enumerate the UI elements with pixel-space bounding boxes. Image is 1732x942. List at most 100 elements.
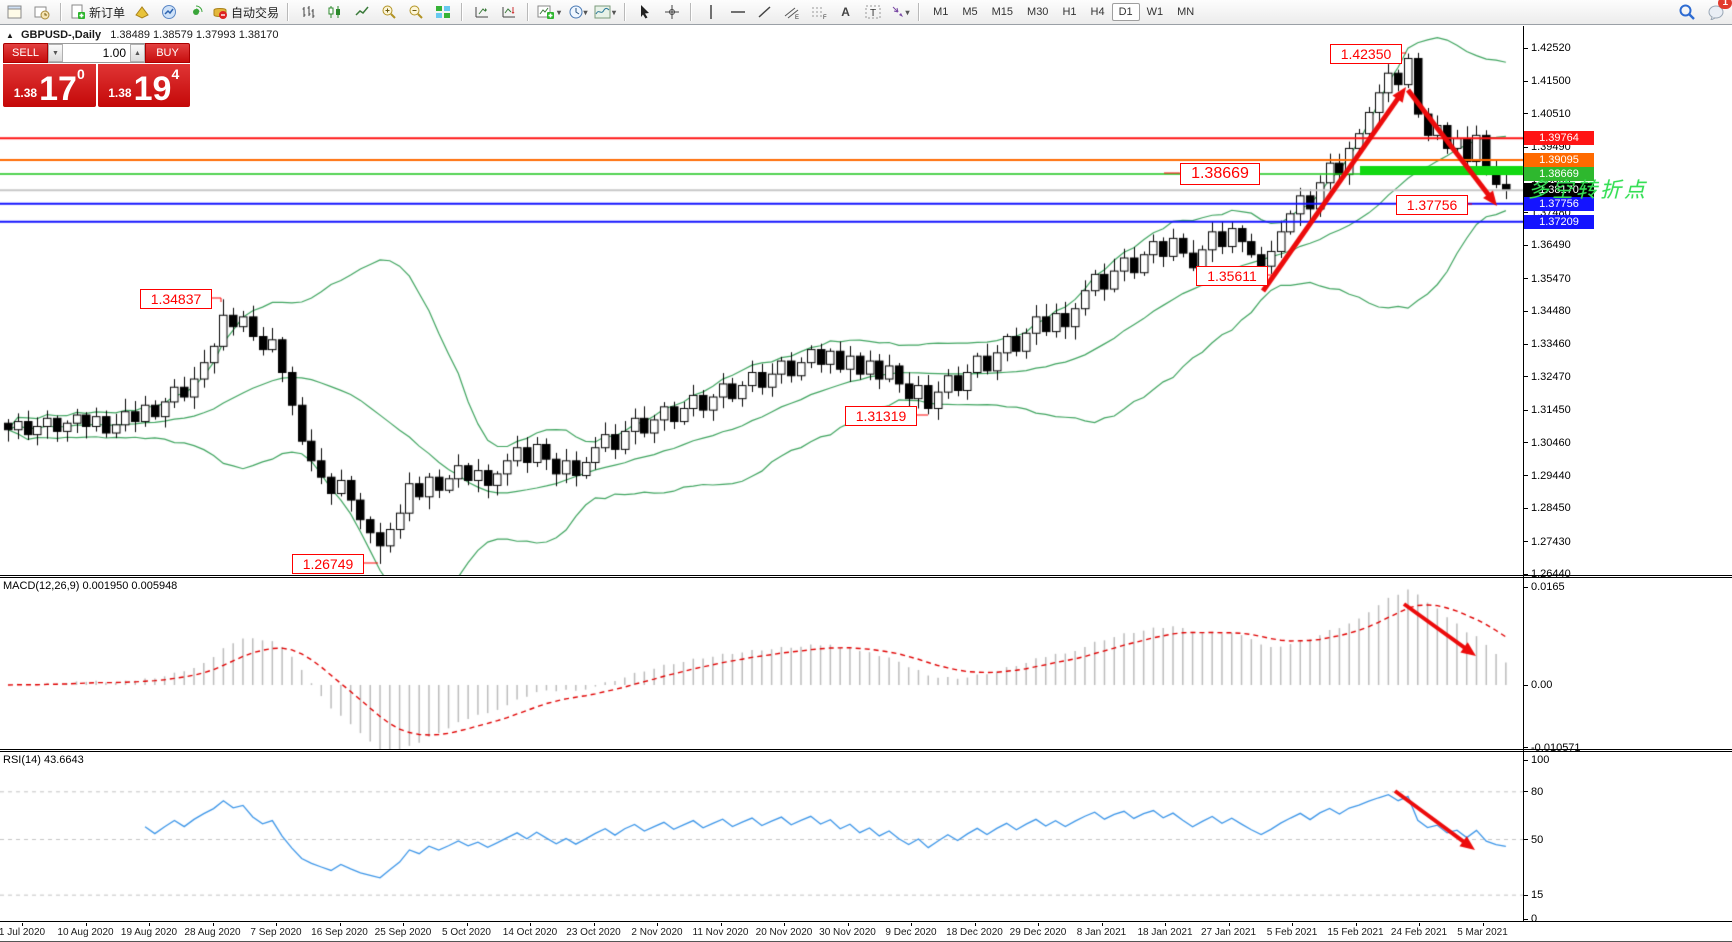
- templates-icon[interactable]: ▾: [592, 2, 618, 23]
- price-badge-1.37209: 1.37209: [1524, 214, 1594, 229]
- main-price-chart[interactable]: [0, 26, 1523, 575]
- trendline-tool-icon[interactable]: [752, 2, 777, 23]
- timeframe-h1[interactable]: H1: [1062, 6, 1077, 18]
- timeframe-h4[interactable]: H4: [1090, 6, 1105, 18]
- panel-separator[interactable]: [0, 749, 1732, 752]
- timeframe-m30[interactable]: M30: [1027, 6, 1049, 18]
- date-label: 18 Jan 2021: [1137, 927, 1193, 938]
- collapse-triangle-icon[interactable]: ▲: [6, 31, 14, 40]
- price-tick: 1.27430: [1524, 536, 1571, 548]
- indicators-gold-icon[interactable]: [129, 2, 154, 23]
- volume-increase-button[interactable]: ▲: [130, 44, 145, 62]
- add-indicator-icon[interactable]: ▾: [535, 2, 563, 23]
- zoom-out-icon[interactable]: [403, 2, 428, 23]
- line-chart-icon[interactable]: [349, 2, 374, 23]
- timeframe-m15[interactable]: M15: [991, 6, 1014, 18]
- date-tick: [1482, 923, 1484, 926]
- price-badge-1.39095: 1.39095: [1524, 153, 1594, 168]
- panel-separator: [0, 921, 1732, 922]
- price-tick: 1.31450: [1524, 404, 1571, 416]
- auto-scroll-icon[interactable]: [496, 2, 521, 23]
- bar-chart-icon[interactable]: [295, 2, 320, 23]
- sell-button[interactable]: SELL: [3, 43, 48, 63]
- text-tool-icon[interactable]: A: [841, 5, 850, 19]
- profiles-icon[interactable]: [29, 2, 54, 23]
- price-callout-1.37756[interactable]: 1.37756: [1396, 195, 1468, 215]
- price-tick: 1.30460: [1524, 437, 1571, 449]
- periods-clock-icon[interactable]: ▾: [565, 2, 590, 23]
- notifications-icon[interactable]: 1: [1703, 0, 1732, 23]
- new-order-button[interactable]: 新订单: [68, 2, 127, 23]
- price-callout-1.26749[interactable]: 1.26749: [292, 554, 364, 574]
- date-label: 16 Sep 2020: [311, 927, 368, 938]
- date-label: 1 Jul 2020: [0, 927, 46, 938]
- new-order-label: 新订单: [89, 5, 126, 20]
- volume-decrease-button[interactable]: ▼: [48, 44, 63, 62]
- horizontal-line-tool-icon[interactable]: [725, 2, 750, 23]
- price-tick: 1.26440: [1524, 568, 1571, 580]
- macd-tick: 0.00: [1524, 679, 1552, 691]
- price-callout-1.38669[interactable]: 1.38669: [1180, 163, 1260, 185]
- arrows-tool-icon[interactable]: ▾: [887, 2, 912, 23]
- price-callout-1.31319[interactable]: 1.31319: [845, 406, 917, 426]
- autotrade-button[interactable]: 自动交易: [210, 2, 281, 23]
- rsi-tick: 15: [1524, 889, 1543, 901]
- search-icon[interactable]: [1674, 2, 1699, 23]
- macd-label: MACD(12,26,9) 0.001950 0.005948: [3, 580, 178, 592]
- date-tick: [85, 923, 87, 926]
- panel-separator[interactable]: [0, 575, 1732, 578]
- timeframe-w1[interactable]: W1: [1146, 6, 1164, 18]
- fibonacci-tool-icon[interactable]: F: [806, 2, 831, 23]
- tile-windows-icon[interactable]: [430, 2, 455, 23]
- signals-icon[interactable]: [183, 2, 208, 23]
- price-tick: 1.28450: [1524, 502, 1571, 514]
- rsi-tick: 0: [1524, 913, 1537, 925]
- date-label: 14 Oct 2020: [502, 927, 558, 938]
- date-tick: [22, 923, 23, 926]
- crosshair-icon[interactable]: [659, 2, 684, 23]
- zoom-in-icon[interactable]: [376, 2, 401, 23]
- chart-shift-icon[interactable]: [469, 2, 494, 23]
- buy-price-sup: 4: [171, 66, 180, 82]
- price-callout-1.34837[interactable]: 1.34837: [140, 289, 212, 309]
- svg-text:E: E: [795, 15, 799, 20]
- date-tick: [212, 923, 214, 926]
- candlestick-chart-icon[interactable]: [322, 2, 347, 23]
- rsi-panel-chart[interactable]: [0, 752, 1523, 921]
- sell-price-big: 17: [39, 70, 77, 108]
- rsi-tick: 50: [1524, 834, 1543, 846]
- symbol-title: GBPUSD-,Daily: [20, 29, 102, 41]
- date-label: 28 Aug 2020: [184, 927, 241, 938]
- svg-text:F: F: [823, 15, 827, 20]
- channel-tool-icon[interactable]: E: [779, 2, 804, 23]
- cursor-icon[interactable]: [632, 2, 657, 23]
- volume-input[interactable]: [63, 44, 130, 62]
- text-label-tool-icon[interactable]: T: [860, 2, 885, 23]
- date-tick: [276, 923, 277, 926]
- date-tick: [1101, 923, 1103, 926]
- date-tick: [593, 923, 595, 926]
- timeframe-m5[interactable]: M5: [962, 6, 978, 18]
- date-tick: [847, 923, 849, 926]
- date-tick: [339, 923, 341, 926]
- timeframe-d1[interactable]: D1: [1111, 3, 1140, 21]
- chart-window-icon[interactable]: [2, 2, 27, 23]
- rsi-tick: 100: [1524, 754, 1549, 766]
- date-axis[interactable]: 1 Jul 2020 10 Aug 2020 19 Aug 2020 28 Aug 2…: [0, 923, 1523, 942]
- one-click-trading-panel: SELL ▼ ▲ BUY 1.38 17 0 1.38 19 4: [3, 43, 190, 107]
- price-callout-1.42350[interactable]: 1.42350: [1330, 44, 1402, 64]
- sell-price-tile[interactable]: 1.38 17 0: [3, 64, 96, 107]
- price-callout-1.35611[interactable]: 1.35611: [1196, 266, 1268, 286]
- macd-panel-chart[interactable]: [0, 578, 1523, 749]
- vertical-line-tool-icon[interactable]: [698, 2, 723, 23]
- buy-price-tile[interactable]: 1.38 19 4: [97, 64, 190, 108]
- date-tick: [1419, 923, 1420, 926]
- timeframe-mn[interactable]: MN: [1177, 6, 1195, 18]
- market-depth-icon[interactable]: [156, 2, 181, 23]
- date-tick: [403, 923, 404, 926]
- timeframe-m1[interactable]: M1: [933, 6, 949, 18]
- buy-price-big: 19: [133, 70, 172, 108]
- buy-button[interactable]: BUY: [145, 43, 190, 63]
- macd-tick: -0.010571: [1524, 742, 1581, 754]
- date-tick: [720, 923, 722, 926]
